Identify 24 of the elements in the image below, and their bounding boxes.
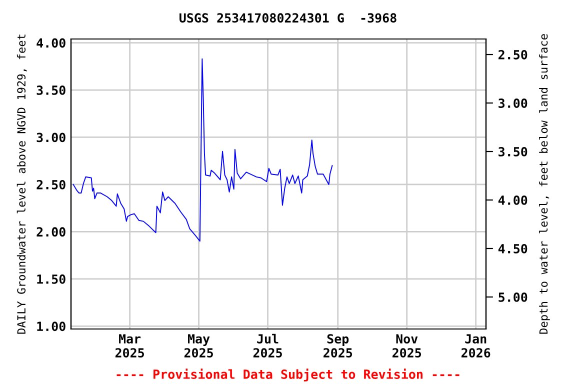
y-tick-label: 2.50: [36, 180, 66, 190]
y2-axis-title: Depth to water level, feet below land surface: [539, 34, 550, 334]
x-tick-label: May 2025: [184, 334, 213, 358]
y-tick-label: 3.00: [36, 132, 66, 142]
y2-tick-label: 5.00: [498, 292, 528, 302]
x-tick-label: Mar 2025: [115, 334, 144, 358]
text: ---- Provisional Data Subject to Revision ----: [116, 368, 460, 382]
x-tick-label: Jan 2026: [461, 334, 490, 358]
x-tick-label: Sep 2025: [324, 334, 352, 358]
y-tick-label: 3.50: [36, 85, 66, 95]
y-tick-label: 4.00: [36, 38, 66, 48]
x-tick-label: Jul 2025: [253, 334, 282, 358]
y-tick-label: 2.00: [36, 227, 66, 237]
chart-title: USGS 253417080224301 G -3968: [180, 13, 396, 23]
y2-tick-label: 4.50: [498, 244, 528, 254]
y-tick-label: 1.00: [37, 322, 66, 332]
y-tick-label: 1.50: [37, 274, 66, 284]
y2-tick-label: 3.50: [498, 146, 528, 156]
y-axis-title: DAILY Groundwater level above NGVD 1929, feet: [16, 34, 27, 334]
y2-tick-label: 3.00: [498, 98, 528, 108]
y2-tick-label: 2.50: [498, 50, 528, 60]
line-series: [72, 58, 333, 242]
x-tick-label: Nov 2025: [392, 334, 422, 358]
y2-tick-label: 4.00: [498, 195, 528, 205]
